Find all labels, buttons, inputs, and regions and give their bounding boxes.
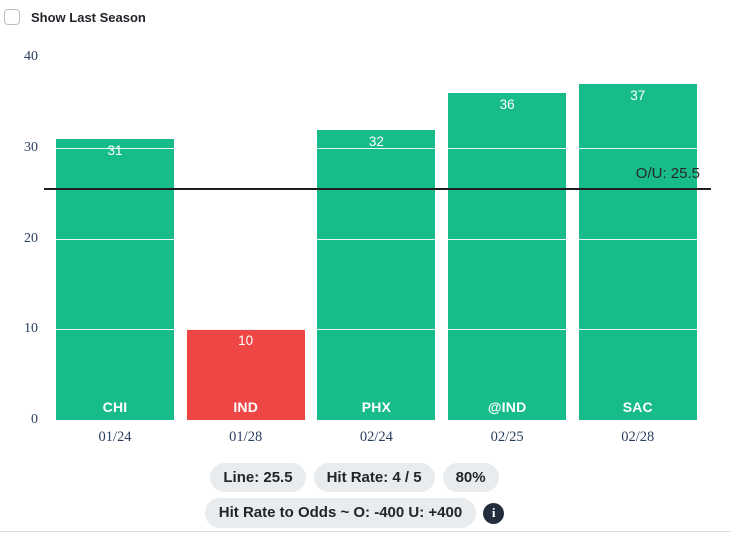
bar-CHI[interactable]: 31 CHI <box>56 138 174 420</box>
y-tick-label: 40 <box>24 49 38 64</box>
divider <box>0 531 731 532</box>
gridline <box>44 57 711 58</box>
show-last-season-control: Show Last Season <box>4 9 146 25</box>
y-tick-label: 20 <box>24 230 38 246</box>
x-tick-label: 01/28 <box>229 429 263 445</box>
bar-PHX[interactable]: 32 PHX <box>317 129 436 420</box>
bar-team-label: CHI <box>102 398 128 415</box>
hit-rate-to-odds-pill: Hit Rate to Odds ~ O: -400 U: +400 <box>204 498 477 528</box>
gridline <box>44 147 711 149</box>
bar-team-label: PHX <box>361 398 392 415</box>
bar-@IND[interactable]: 36 @IND <box>448 93 567 420</box>
bar-value-label: 32 <box>368 133 384 149</box>
line-pill: Line: 25.5 <box>210 463 306 492</box>
hit-rate-percent-pill: 80% <box>442 463 499 492</box>
bar-IND[interactable]: 10 IND <box>186 329 305 420</box>
over-under-line-label: O/U: 25.5 <box>635 165 700 182</box>
bar-team-label: IND <box>233 399 259 415</box>
x-tick-label: 01/24 <box>98 429 132 445</box>
y-tick-label: 0 <box>31 412 38 427</box>
bar-value-label: 37 <box>630 88 646 104</box>
x-tick-label: 02/28 <box>621 429 655 445</box>
info-icon[interactable]: i <box>483 502 505 524</box>
gridline <box>44 329 711 331</box>
x-tick-label: 02/24 <box>359 429 393 445</box>
bar-value-label: 36 <box>499 97 515 113</box>
hit-rate-pill: Hit Rate: 4 / 5 <box>313 463 435 492</box>
bar-chart: O/U: 25.5 31 CHI 01/24 10 IND 01/28 32 PHX 02/24… <box>24 49 711 445</box>
bar-value-label: 31 <box>107 142 123 158</box>
show-last-season-checkbox[interactable] <box>4 9 20 25</box>
y-tick-label: 30 <box>24 139 38 155</box>
show-last-season-label: Show Last Season <box>31 9 146 25</box>
y-tick-label: 10 <box>24 321 38 337</box>
bar-value-label: 10 <box>238 333 254 349</box>
bar-SAC[interactable]: 37 SAC <box>578 84 697 420</box>
x-tick-label: 02/25 <box>490 429 524 445</box>
summary-pill-row: Line: 25.5 Hit Rate: 4 / 5 80% <box>0 463 720 492</box>
over-under-line <box>44 187 711 190</box>
bar-team-label: @IND <box>487 398 527 415</box>
bar-team-label: SAC <box>622 398 653 415</box>
odds-pill-row: Hit Rate to Odds ~ O: -400 U: +400 i <box>0 498 720 528</box>
gridline <box>44 238 711 240</box>
